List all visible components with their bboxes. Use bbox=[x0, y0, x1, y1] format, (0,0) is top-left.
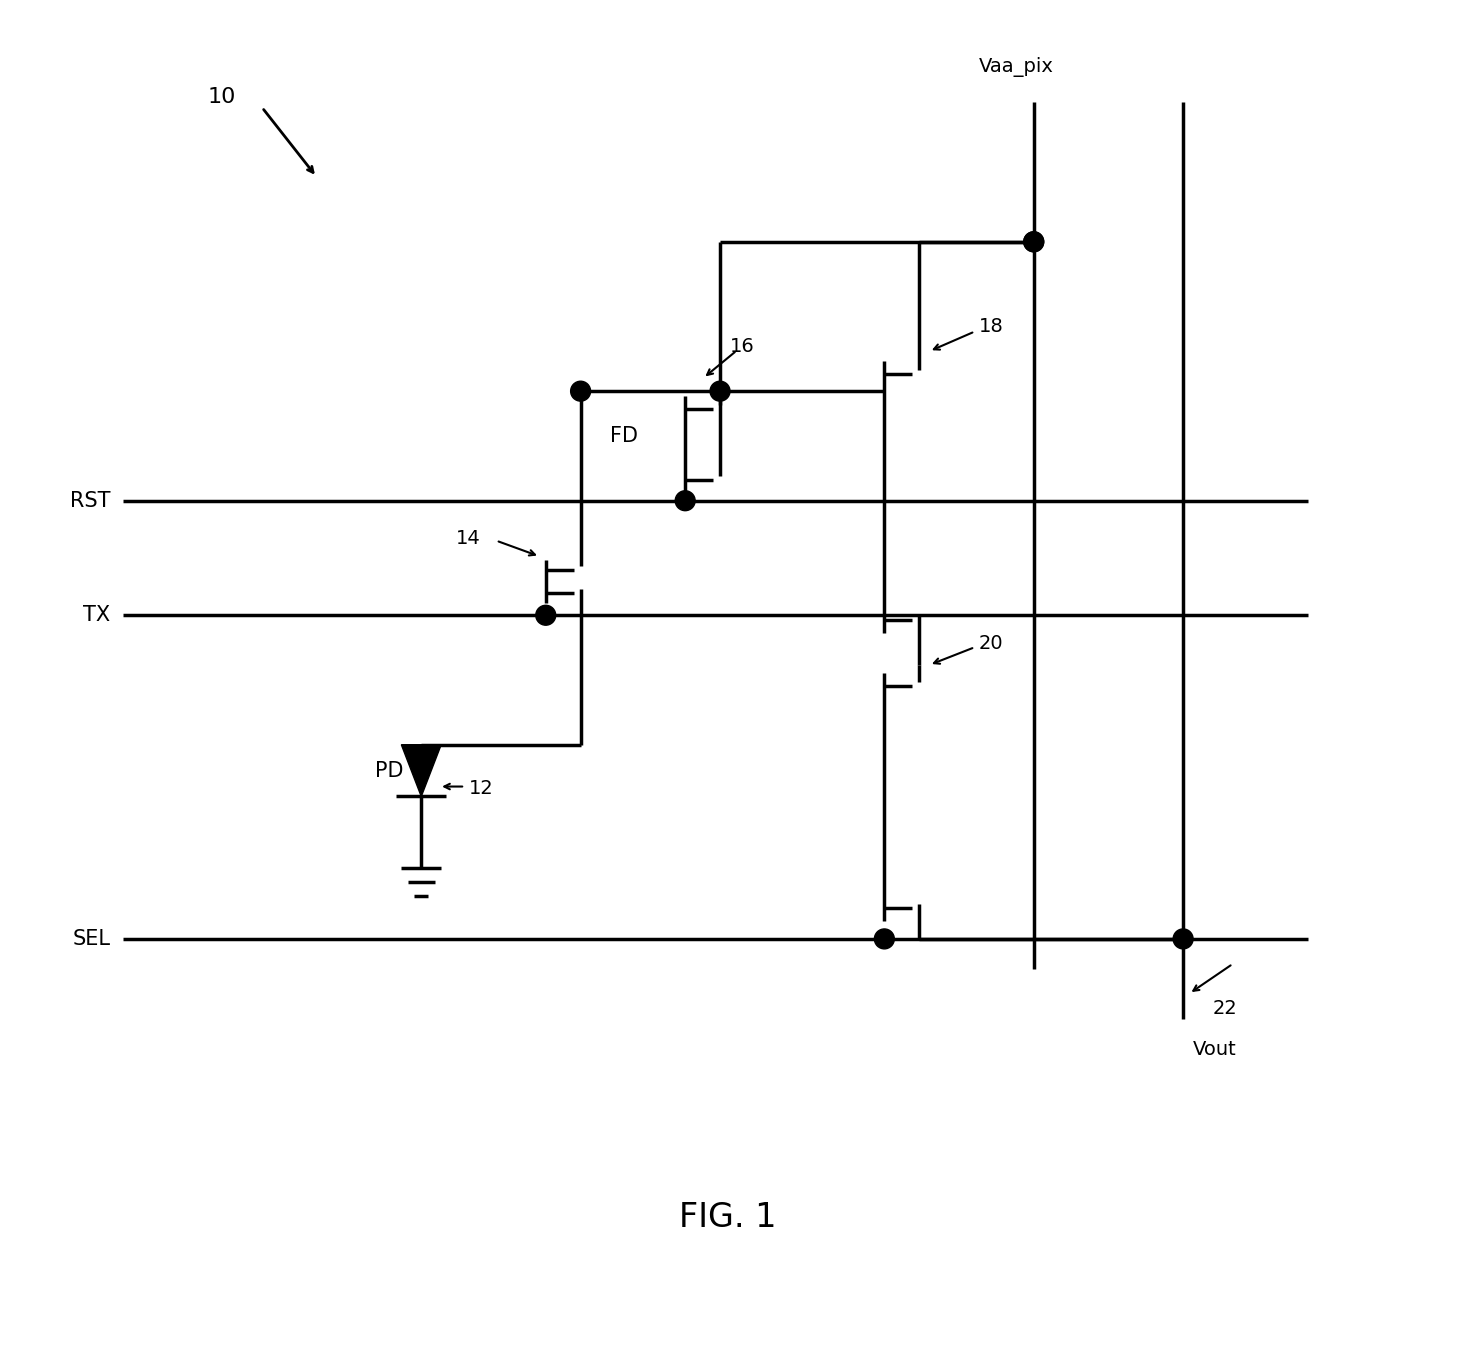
Text: Vout: Vout bbox=[1193, 1041, 1237, 1060]
Circle shape bbox=[710, 381, 730, 401]
Text: 22: 22 bbox=[1214, 999, 1238, 1018]
Text: FD: FD bbox=[610, 427, 638, 446]
Text: TX: TX bbox=[83, 605, 111, 625]
Text: 14: 14 bbox=[456, 529, 481, 548]
Text: RST: RST bbox=[70, 490, 111, 510]
Text: 12: 12 bbox=[469, 779, 494, 798]
Polygon shape bbox=[401, 745, 441, 796]
Text: 10: 10 bbox=[207, 88, 236, 108]
Circle shape bbox=[1024, 232, 1043, 251]
Circle shape bbox=[1024, 232, 1043, 251]
Text: 20: 20 bbox=[979, 633, 1004, 652]
Circle shape bbox=[571, 381, 590, 401]
Circle shape bbox=[1173, 929, 1193, 949]
Text: SEL: SEL bbox=[73, 929, 111, 949]
Circle shape bbox=[675, 491, 695, 510]
Text: 18: 18 bbox=[979, 317, 1004, 336]
Circle shape bbox=[874, 929, 895, 949]
Text: 16: 16 bbox=[730, 338, 755, 356]
Text: FIG. 1: FIG. 1 bbox=[679, 1202, 777, 1234]
Text: Vaa_pix: Vaa_pix bbox=[979, 58, 1053, 77]
Text: PD: PD bbox=[374, 760, 404, 780]
Circle shape bbox=[536, 605, 555, 625]
